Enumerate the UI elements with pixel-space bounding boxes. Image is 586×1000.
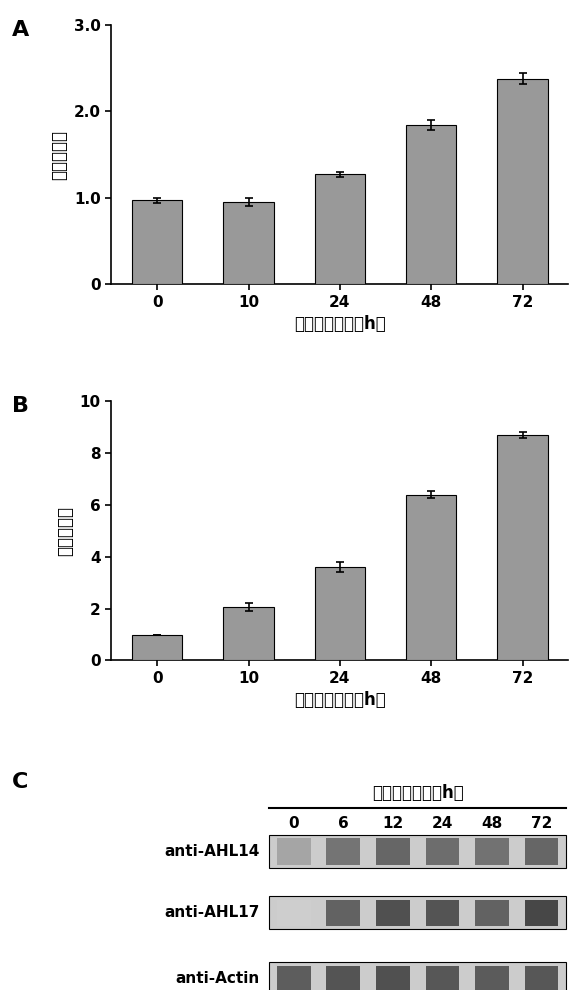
Bar xyxy=(315,174,365,284)
Bar xyxy=(223,202,274,284)
Bar xyxy=(326,838,360,865)
Text: 48: 48 xyxy=(481,816,502,831)
Bar xyxy=(498,435,548,660)
Text: anti-AHL17: anti-AHL17 xyxy=(165,905,260,920)
Text: C: C xyxy=(12,772,28,792)
Bar xyxy=(326,900,360,926)
Point xyxy=(265,802,272,814)
Point xyxy=(563,802,570,814)
Text: 12: 12 xyxy=(382,816,403,831)
Text: 0: 0 xyxy=(288,816,299,831)
Bar xyxy=(425,838,459,865)
Bar xyxy=(315,567,365,660)
Bar xyxy=(406,495,456,660)
Text: anti-Actin: anti-Actin xyxy=(176,971,260,986)
Bar xyxy=(524,838,558,865)
Text: 72: 72 xyxy=(531,816,552,831)
Bar xyxy=(132,200,182,284)
X-axis label: 低温处理时间（h）: 低温处理时间（h） xyxy=(294,315,386,333)
Text: B: B xyxy=(12,396,29,416)
Bar xyxy=(376,900,410,926)
Bar xyxy=(269,835,566,868)
Text: 24: 24 xyxy=(432,816,453,831)
Bar xyxy=(269,896,566,929)
Y-axis label: 相对表达量: 相对表达量 xyxy=(50,130,69,180)
Text: 6: 6 xyxy=(338,816,349,831)
X-axis label: 低温处理时间（h）: 低温处理时间（h） xyxy=(294,691,386,709)
Bar xyxy=(524,966,558,992)
Y-axis label: 相对表达量: 相对表达量 xyxy=(56,506,74,556)
Text: anti-AHL14: anti-AHL14 xyxy=(165,844,260,859)
Bar xyxy=(425,900,459,926)
Bar xyxy=(406,125,456,284)
Bar xyxy=(524,900,558,926)
Bar xyxy=(277,900,311,926)
Bar xyxy=(326,966,360,992)
Bar xyxy=(269,962,566,995)
Bar xyxy=(425,966,459,992)
Bar xyxy=(475,838,509,865)
Bar xyxy=(277,966,311,992)
Bar xyxy=(498,79,548,284)
Bar xyxy=(277,838,311,865)
Bar xyxy=(223,607,274,660)
Text: A: A xyxy=(12,20,29,40)
Bar xyxy=(475,900,509,926)
Bar xyxy=(132,635,182,660)
Text: 低温处理时间（h）: 低温处理时间（h） xyxy=(372,784,464,802)
Bar xyxy=(376,966,410,992)
Bar xyxy=(376,838,410,865)
Bar xyxy=(475,966,509,992)
